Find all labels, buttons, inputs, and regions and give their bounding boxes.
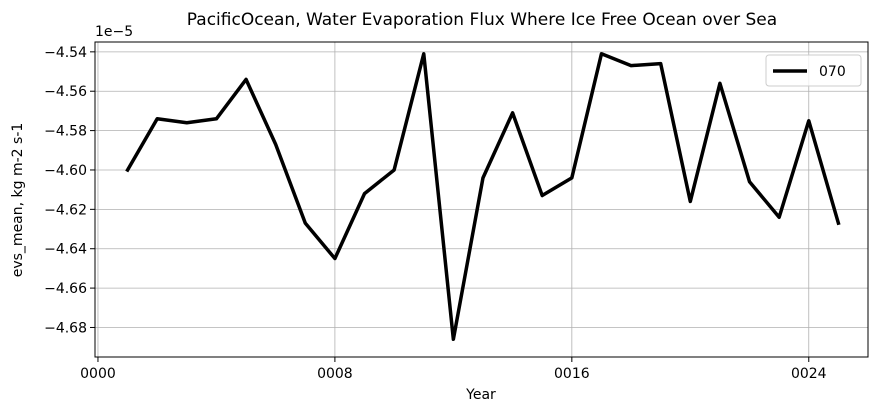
y-offset-label: 1e−5	[95, 24, 133, 40]
y-tick-label: −4.64	[44, 242, 87, 258]
y-tick-label: −4.60	[44, 163, 87, 179]
series-layer	[125, 52, 841, 342]
y-tick-label: −4.62	[44, 202, 87, 218]
plot-frame	[94, 41, 869, 358]
y-tick-label: −4.54	[44, 45, 87, 61]
chart-title: PacificOcean, Water Evaporation Flux Whe…	[187, 10, 777, 30]
x-tick-label: 0024	[791, 366, 827, 382]
x-tick-label: 0016	[554, 366, 590, 382]
y-tick-label: −4.66	[44, 281, 87, 297]
legend-label: 070	[819, 64, 846, 80]
y-tick-label: −4.56	[44, 84, 87, 100]
series-line	[125, 52, 841, 342]
x-tick-label: 0008	[317, 366, 353, 382]
grid	[95, 42, 868, 357]
legend: 070	[765, 54, 862, 87]
y-axis-label: evs_mean, kg m-2 s-1	[10, 123, 26, 278]
x-axis-label: Year	[465, 387, 496, 403]
legend-box	[765, 54, 862, 87]
y-tick-label: −4.58	[44, 124, 87, 140]
x-tick-label: 0000	[80, 366, 116, 382]
y-tick-label: −4.68	[44, 320, 87, 336]
ticks: 0000 0008 0016 0024 −4.68 −4.66 −4.64 −4.62 −4.6…	[44, 45, 827, 382]
